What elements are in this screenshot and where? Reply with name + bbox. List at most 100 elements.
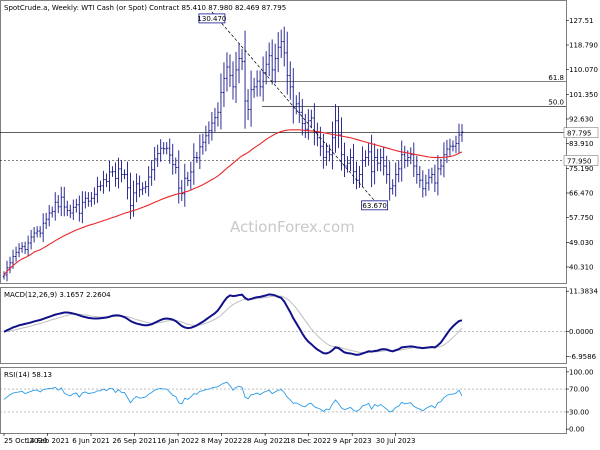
ohlc-bar: [451, 140, 455, 152]
ohlc-bar: [331, 121, 334, 170]
macd-tick-label: 0.0000: [569, 328, 594, 336]
chart-header: SpotCrude.a, Weekly: WTI Cash (or Spot) …: [4, 4, 286, 12]
macd-tick-label: -6.9586: [569, 353, 597, 361]
x-tick-label: 8 May 2022: [201, 437, 242, 445]
ohlc-bar: [180, 180, 184, 202]
price-levels: 61.8 50.0: [0, 74, 566, 161]
rsi-y-axis: 100.00 70.00 30.00 0.00: [566, 368, 594, 434]
ohlc-bar: [439, 158, 443, 176]
price-tick-label: 127.51: [569, 17, 594, 25]
ohlc-bar: [150, 160, 153, 186]
ohlc-bar: [213, 107, 217, 132]
ohlc-bar: [153, 146, 156, 181]
ohlc-bar: [114, 162, 117, 187]
ohlc-bar: [415, 155, 419, 184]
extreme-label: 63.670: [361, 200, 389, 211]
ohlc-bar: [276, 32, 280, 73]
ohlc-bar: [123, 169, 126, 180]
price-tick-label: 49.030: [569, 239, 594, 247]
ohlc-bar: [240, 48, 244, 71]
ohlc-bar: [433, 164, 437, 193]
ohlc-bar: [397, 160, 401, 183]
macd-main-line: [3, 293, 463, 356]
ohlc-bar: [189, 161, 193, 190]
ohlc-bar: [162, 142, 165, 155]
ohlc-bar: [53, 192, 57, 221]
ohlc-bar: [81, 191, 84, 224]
macd-lines: [3, 293, 463, 356]
ohlc-bar: [198, 134, 202, 170]
ohlc-bar: [138, 175, 141, 198]
ohlc-bar: [264, 51, 268, 85]
ohlc-bar: [222, 62, 226, 107]
ohlc-bar: [17, 243, 21, 258]
ohlc-bar: [72, 199, 75, 220]
ohlc-bar: [44, 212, 48, 229]
ohlc-bar: [252, 77, 256, 98]
ohlc-bar: [195, 151, 199, 164]
ohlc-bar: [376, 148, 379, 172]
ohlc-bar: [307, 109, 310, 140]
ohlc-bar: [177, 150, 181, 204]
ohlc-bar: [285, 31, 289, 95]
ohlc-bar: [75, 198, 78, 213]
ohlc-bar: [59, 186, 63, 217]
price-tick-label: 40.310: [569, 263, 594, 271]
ohlc-bar: [207, 121, 211, 145]
ohlc-bar: [141, 182, 144, 196]
ohlc-bar: [430, 167, 434, 184]
ohlc-bar: [358, 165, 361, 188]
ohlc-bar: [313, 103, 316, 146]
ohlc-bar: [436, 155, 440, 196]
ohlc-bar: [183, 163, 187, 207]
ohlc-bar: [337, 106, 340, 149]
ohlc-bar: [38, 226, 42, 238]
watermark: ActionForex.com: [230, 218, 355, 236]
ohlc-bar: [186, 171, 190, 187]
price-axis-label-text: 87.795: [567, 130, 592, 138]
rsi-tick-label: 30.00: [569, 408, 589, 416]
ohlc-bar: [340, 117, 343, 171]
ohlc-bar: [216, 102, 220, 127]
rsi-lines: [3, 381, 463, 413]
price-axis-label: 77.950: [563, 155, 599, 166]
extreme-label: 130.470: [197, 13, 226, 24]
rsi-title: RSI(14) 58.13: [4, 371, 52, 379]
ohlc-bar: [442, 142, 446, 178]
rsi-panel: [0, 367, 567, 434]
price-tick-label: 110.070: [569, 66, 598, 74]
ohlc-bar: [108, 160, 111, 192]
ohlc-bar: [310, 109, 313, 129]
ohlc-bar: [102, 170, 105, 194]
ohlc-bar: [294, 95, 298, 115]
ohlc-bar: [20, 242, 24, 253]
ohlc-bar: [418, 166, 422, 188]
macd-signal-line: [3, 295, 463, 354]
macd-y-axis: 11.3834 0.0000 -6.9586: [566, 288, 598, 361]
ohlc-bar: [65, 200, 69, 217]
ohlc-bar: [234, 51, 238, 104]
ohlc-bar: [111, 166, 114, 177]
x-tick-label: 18 Dec 2022: [286, 437, 331, 445]
ohlc-bar: [460, 124, 464, 143]
ohlc-bar: [255, 70, 259, 97]
ohlc-bar: [346, 156, 349, 173]
price-tick-label: 66.470: [569, 189, 594, 197]
ohlc-bar: [409, 147, 413, 165]
x-tick-label: 6 Jun 2021: [72, 437, 110, 445]
ohlc-bar: [270, 39, 274, 85]
ohlc-bar: [304, 113, 307, 138]
price-axis-label: 87.795: [563, 127, 599, 138]
ohlc-bar: [219, 73, 223, 130]
ohlc-bar: [367, 142, 370, 166]
ohlc-bar: [243, 30, 247, 129]
ohlc-bar: [282, 26, 286, 67]
ohlc-bar: [105, 173, 108, 188]
x-tick-label: 28 Aug 2022: [243, 437, 288, 445]
price-tick-label: 101.350: [569, 91, 598, 99]
price-axis-label-text: 77.950: [567, 158, 592, 166]
x-tick-label: 14 Feb 2021: [26, 437, 70, 445]
ohlc-bar: [301, 99, 304, 136]
ohlc-bar: [322, 133, 325, 169]
